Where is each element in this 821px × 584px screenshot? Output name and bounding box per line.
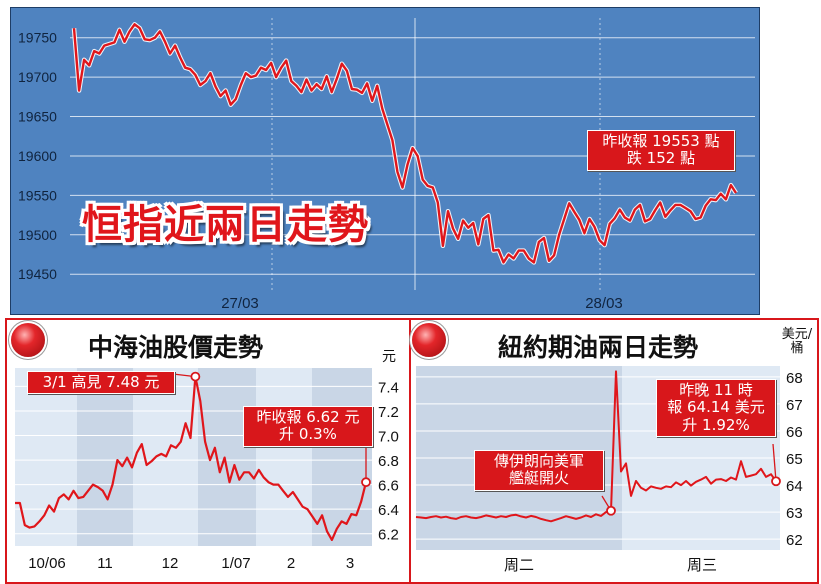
hsi-series-line	[72, 23, 738, 264]
cnooc-month-band	[77, 368, 133, 546]
hsi-x-tick-label: 28/03	[585, 295, 623, 312]
hsi-y-tick-label: 19450	[18, 266, 57, 282]
oil-iran-line-2: 艦艇開火	[508, 469, 569, 488]
oil-close-leader	[772, 443, 777, 482]
cnooc-y-tick-label: 6.8	[378, 453, 399, 470]
hsi-chart: 19750 19700 19650 19600 19550 19500 19450 27/03…	[18, 18, 755, 312]
cnooc-high-line: 3/1 高見 7.48 元	[42, 373, 160, 391]
oil-x-tick-label: 周二	[504, 556, 534, 574]
oil-close-line-2: 報 64.14 美元	[667, 398, 765, 417]
hsi-y-tick-label: 19700	[18, 69, 57, 85]
cnooc-close-callout: 昨收報 6.62 元 升 0.3%	[243, 406, 373, 447]
oil-y-tick-label: 62	[786, 532, 803, 549]
cnooc-high-callout: 3/1 高見 7.48 元	[27, 371, 175, 395]
oil-unit-line-1: 美元/	[781, 327, 813, 342]
hsi-y-tick-label: 19500	[18, 227, 57, 243]
hsi-y-tick-label: 19550	[18, 187, 57, 203]
cnooc-series-line	[15, 375, 368, 542]
cnooc-x-tick-label: 12	[162, 555, 179, 572]
cnooc-y-tick-label: 6.6	[378, 478, 399, 495]
cnooc-bullet-icon	[11, 323, 45, 357]
oil-title: 紐約期油兩日走勢	[498, 333, 699, 362]
oil-y-tick-label: 66	[786, 424, 803, 441]
hsi-close-line: 昨收報 19553 點	[602, 132, 720, 150]
hsi-y-tick-label: 19750	[18, 30, 57, 46]
cnooc-month-band	[198, 368, 256, 546]
cnooc-x-tick-label: 1/07	[221, 555, 250, 572]
oil-unit: 美元/ 桶	[776, 328, 818, 355]
hsi-x-tick-label: 27/03	[221, 295, 259, 312]
cnooc-y-tick-label: 7.2	[378, 404, 399, 421]
cnooc-close-line: 昨收報 6.62 元	[256, 408, 360, 426]
cnooc-y-tick-label: 7.0	[378, 429, 399, 446]
oil-unit-line-2: 桶	[790, 340, 804, 356]
oil-iran-callout: 傳伊朗向美軍 艦艇開火	[474, 450, 604, 491]
cnooc-x-tick-label: 10/06	[28, 555, 66, 572]
hsi-close-callout: 昨收報 19553 點 跌 152 點	[587, 130, 735, 171]
cnooc-x-tick-label: 3	[346, 555, 354, 572]
oil-y-tick-label: 67	[786, 397, 803, 414]
hsi-y-tick-label: 19650	[18, 109, 57, 125]
hsi-title: 恒指近兩日走勢	[82, 202, 369, 248]
oil-y-tick-label: 65	[786, 451, 803, 468]
oil-y-tick-label: 64	[786, 478, 803, 495]
oil-iran-marker	[606, 505, 616, 516]
cnooc-y-tick-label: 7.4	[378, 379, 399, 396]
cnooc-month-band	[15, 368, 77, 546]
cnooc-y-tick-label: 6.2	[378, 527, 399, 544]
cnooc-close-marker	[361, 477, 371, 488]
oil-series-line	[415, 370, 777, 523]
cnooc-y-tick-label: 6.4	[378, 502, 399, 519]
hsi-change-line: 跌 152 點	[626, 149, 696, 168]
oil-y-tick-label: 68	[786, 370, 803, 387]
cnooc-x-tick-label: 2	[287, 555, 295, 572]
oil-close-line-1: 昨晚 11 時	[679, 381, 753, 399]
oil-bullet-icon	[412, 323, 446, 357]
oil-close-marker	[771, 476, 781, 487]
oil-x-tick-label: 周三	[687, 556, 717, 574]
oil-close-line-3: 升 1.92%	[682, 415, 750, 434]
oil-iran-line-1: 傳伊朗向美軍	[493, 452, 584, 470]
cnooc-month-band	[256, 368, 312, 546]
cnooc-high-marker	[190, 371, 201, 382]
cnooc-x-tick-label: 11	[97, 555, 113, 572]
oil-close-callout: 昨晚 11 時 報 64.14 美元 升 1.92%	[656, 379, 776, 437]
cnooc-unit: 元	[382, 349, 396, 365]
cnooc-title: 中海油股價走勢	[88, 333, 264, 362]
cnooc-change-line: 升 0.3%	[279, 425, 337, 444]
hsi-y-tick-label: 19600	[18, 148, 57, 164]
oil-y-tick-label: 63	[786, 505, 803, 522]
